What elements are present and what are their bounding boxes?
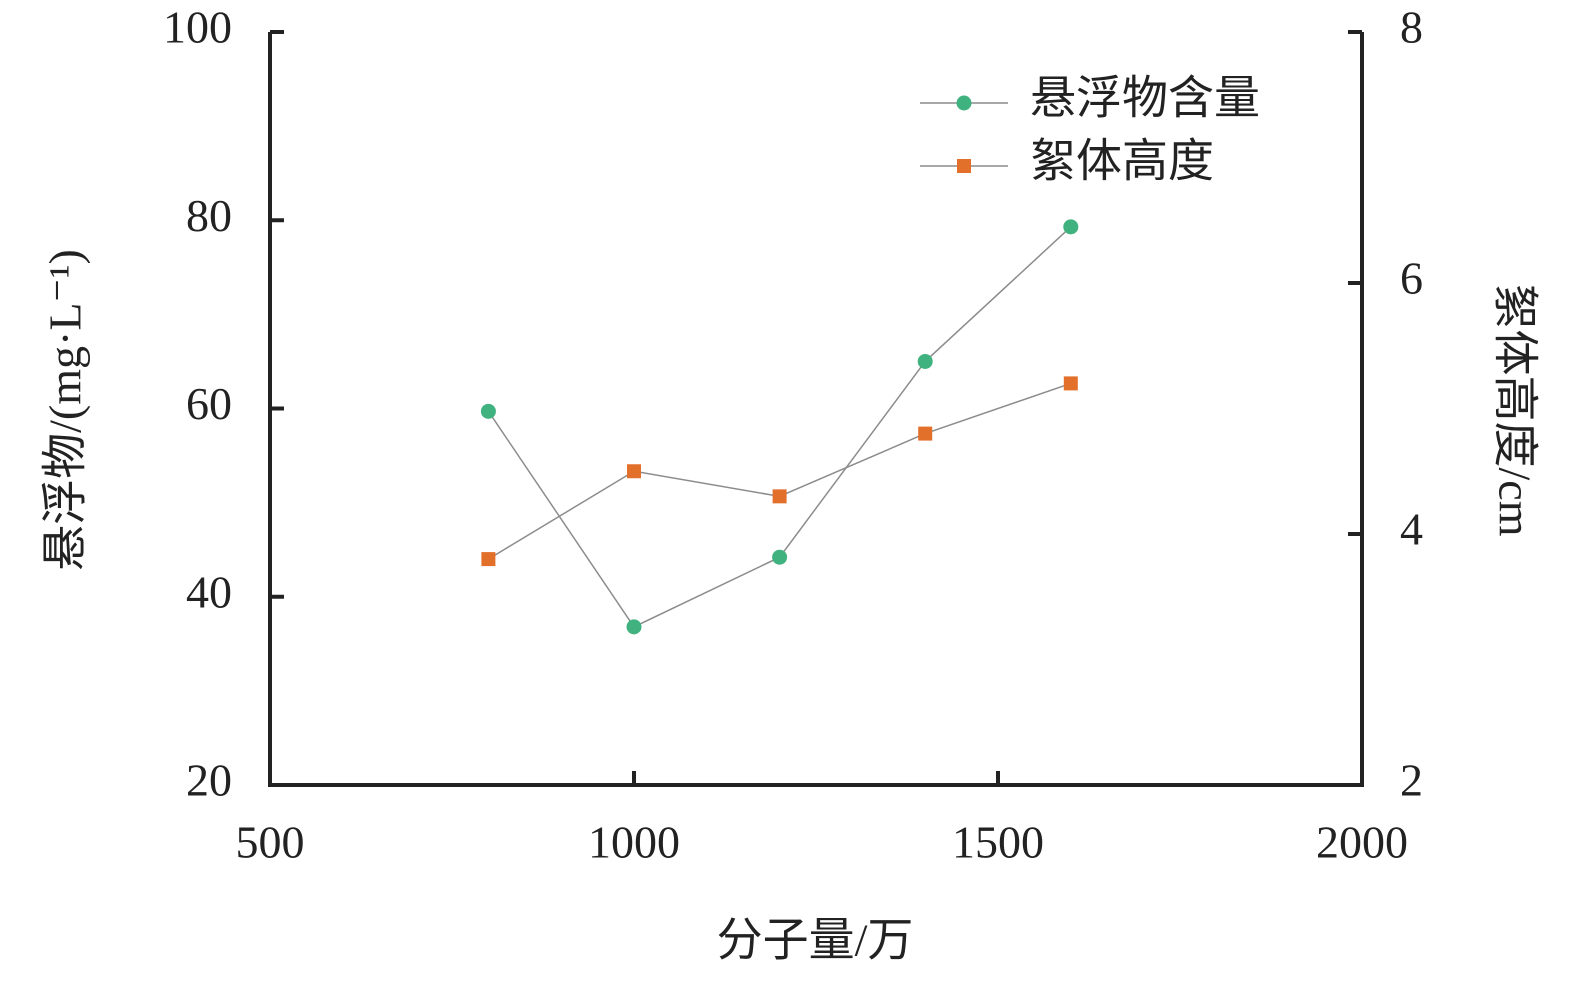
legend-marker: [956, 95, 972, 111]
marker: [772, 489, 787, 504]
x-tick-label: 1000: [588, 817, 680, 868]
series-line: [488, 382, 1072, 560]
marker: [918, 426, 933, 441]
y2-tick-label: 6: [1400, 253, 1423, 304]
x-tick-label: 1500: [952, 817, 1044, 868]
marker: [627, 464, 641, 479]
marker: [480, 403, 496, 419]
y-tick-label: 80: [186, 190, 232, 241]
x-tick-label: 500: [236, 817, 305, 868]
y-axis-label: 悬浮物/(mg·L⁻¹): [40, 249, 91, 571]
y-tick-label: 20: [186, 755, 232, 806]
series-line: [487, 226, 1072, 628]
x-tick-label: 2000: [1316, 817, 1408, 868]
marker: [626, 619, 642, 635]
y2-tick-label: 8: [1400, 2, 1423, 53]
y2-axis-label: 絮体高度/cm: [1489, 284, 1540, 537]
y-tick-label: 40: [186, 566, 232, 617]
y2-tick-label: 4: [1400, 504, 1423, 555]
marker: [1063, 219, 1079, 235]
marker: [481, 552, 496, 567]
x-axis-label: 分子量/万: [717, 915, 914, 966]
marker: [1063, 376, 1078, 391]
legend-label: 悬浮物含量: [1030, 73, 1260, 124]
y2-tick-label: 2: [1400, 755, 1423, 806]
marker: [772, 549, 788, 565]
y-tick-label: 100: [163, 2, 232, 53]
legend-label: 絮体高度: [1030, 136, 1214, 187]
marker: [917, 353, 933, 369]
y-tick-label: 60: [186, 378, 232, 429]
legend-marker: [957, 159, 971, 173]
